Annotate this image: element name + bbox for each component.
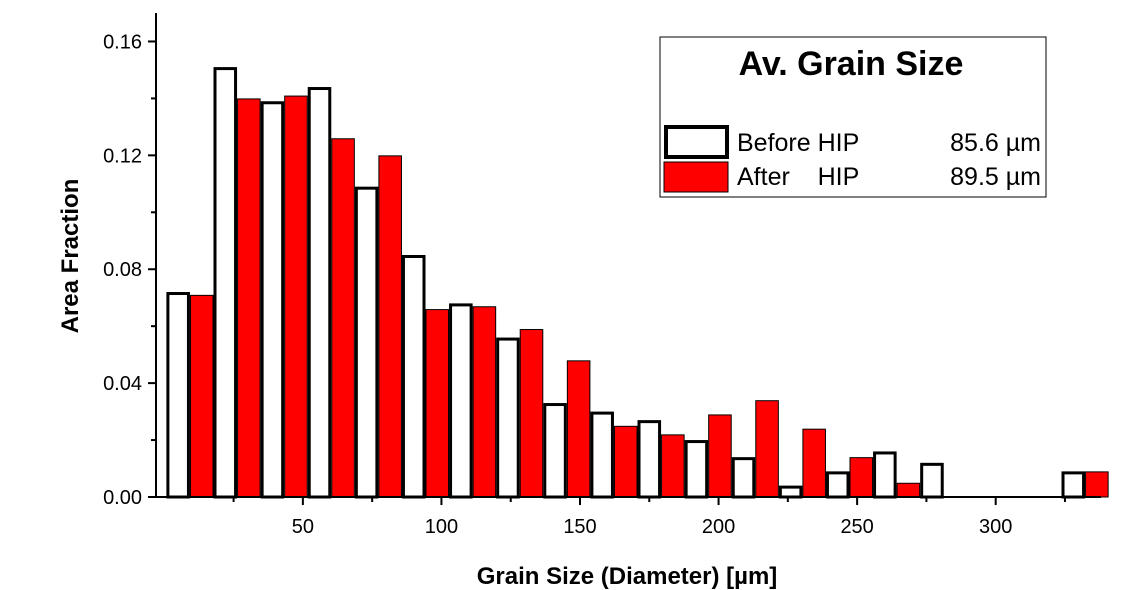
bar-after-hip-1 (237, 98, 261, 498)
legend-value-before: 85.6 µm (950, 129, 1041, 157)
bar-before-hip-11 (684, 440, 709, 499)
bar-before-hip-6 (449, 303, 473, 499)
legend-value-after: 89.5 µm (950, 163, 1041, 191)
bar-after-hip-0 (189, 294, 214, 498)
x-tick-label-0: 50 (292, 516, 314, 538)
y-tick-labels: 0.00 0.04 0.08 0.12 0.16 (103, 31, 142, 509)
bar-after-hip-7 (519, 329, 544, 498)
x-tick-label-5: 300 (979, 516, 1012, 538)
x-tick-label-3: 200 (702, 516, 735, 538)
tick-marks (148, 40, 1066, 505)
bar-before-hip-8 (543, 403, 567, 499)
x-axis-title: Grain Size (Diameter) [µm] (477, 563, 778, 590)
bar-before-hip-16 (920, 462, 944, 499)
bar-before-hip-12 (731, 457, 756, 499)
legend-swatch-before (664, 125, 729, 159)
bar-after-hip-14 (849, 457, 874, 498)
y-tick-label-2: 0.08 (103, 259, 142, 281)
bar-after-hip-15 (896, 482, 921, 498)
bar-before-hip-13 (778, 485, 803, 499)
bar-before-hip-5 (401, 255, 426, 499)
bar-before-hip-3 (307, 87, 332, 499)
bar-after-hip-13 (802, 428, 826, 498)
bar-after-hip-5 (425, 309, 450, 498)
legend: Av. Grain Size Before HIP 85.6 µm After … (659, 36, 1047, 198)
axes (155, 13, 1101, 498)
legend-label-before: Before HIP (737, 129, 859, 157)
bar-before-hip-7 (496, 337, 520, 499)
bar-after-hip-6 (472, 306, 497, 498)
bar-before-hip-10 (637, 420, 662, 499)
legend-title: Av. Grain Size (739, 45, 964, 83)
x-tick-label-4: 250 (840, 516, 873, 538)
legend-label-after: After HIP (737, 163, 859, 191)
bar-after-hip-2 (284, 95, 308, 498)
bar-before-hip-15 (873, 451, 897, 499)
bar-before-hip-1 (213, 67, 238, 499)
y-tick-label-0: 0.00 (103, 487, 142, 509)
bar-before-hip-19 (1061, 471, 1086, 499)
bar-after-hip-9 (613, 425, 638, 498)
x-tick-label-1: 100 (425, 516, 458, 538)
bar-before-hip-9 (590, 411, 614, 499)
x-tick-labels: 50 100 150 200 250 300 (292, 516, 1013, 538)
bar-after-hip-12 (755, 400, 779, 498)
y-axis-title: Area Fraction (57, 179, 84, 334)
y-tick-label-1: 0.04 (103, 373, 142, 395)
bar-after-hip-3 (331, 138, 355, 498)
bar-after-hip-4 (378, 155, 402, 498)
bar-after-hip-19 (1085, 471, 1109, 498)
bar-after-hip-8 (566, 360, 591, 498)
x-tick-label-2: 150 (563, 516, 596, 538)
bar-before-hip-0 (166, 292, 190, 499)
y-tick-label-4: 0.16 (103, 31, 142, 53)
bar-before-hip-14 (825, 471, 850, 499)
after-hip-bars (189, 95, 1109, 498)
bar-before-hip-2 (260, 101, 285, 499)
bar-after-hip-10 (661, 434, 685, 498)
legend-swatch-after (663, 161, 729, 193)
before-hip-bars (166, 67, 1086, 499)
bar-before-hip-4 (354, 186, 379, 499)
y-tick-label-3: 0.12 (103, 145, 142, 167)
bar-after-hip-11 (708, 414, 732, 498)
